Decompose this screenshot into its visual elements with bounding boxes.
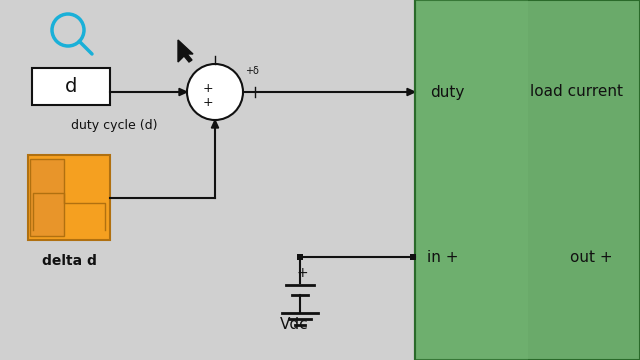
Bar	[32, 68, 110, 105]
Text: duty: duty	[430, 85, 465, 99]
Text: load current: load current	[530, 85, 623, 99]
Text: +δ: +δ	[245, 66, 259, 76]
Text: +: +	[203, 95, 213, 108]
Polygon shape	[178, 40, 193, 62]
Text: +: +	[296, 266, 308, 280]
Text: delta d: delta d	[42, 254, 97, 268]
Bar	[410, 254, 416, 260]
Bar	[415, 0, 527, 360]
Circle shape	[187, 64, 243, 120]
Polygon shape	[179, 89, 187, 96]
Bar	[30, 159, 65, 236]
Bar	[28, 155, 110, 240]
Polygon shape	[211, 120, 219, 128]
Bar	[415, 0, 640, 360]
Text: +: +	[203, 82, 213, 95]
Bar	[297, 254, 303, 260]
Text: in +: in +	[427, 249, 458, 265]
Text: Vdc: Vdc	[280, 317, 308, 332]
Text: out +: out +	[570, 249, 612, 265]
Text: duty cycle (d): duty cycle (d)	[71, 119, 157, 132]
Text: d: d	[65, 77, 77, 96]
Polygon shape	[407, 89, 415, 96]
